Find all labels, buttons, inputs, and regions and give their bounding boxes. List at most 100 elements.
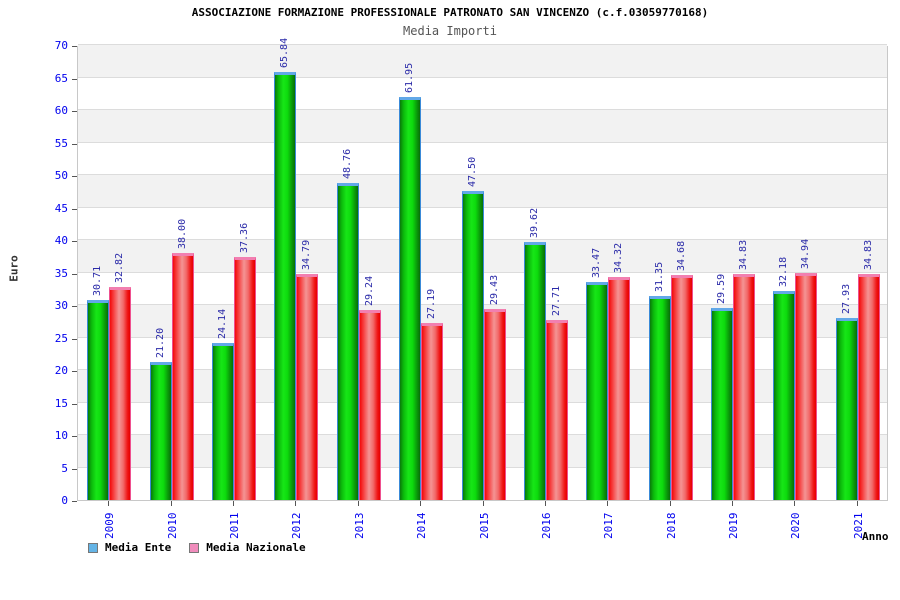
bar-value-label: 38.00: [176, 218, 188, 249]
bar-value-label: 27.93: [840, 284, 852, 315]
bar-media-ente: [711, 307, 734, 500]
x-axis-tick-label: 2020: [789, 512, 803, 540]
y-axis-tick-mark: [72, 338, 77, 340]
bar-media-ente: [274, 72, 297, 500]
x-axis-tick-label: 2011: [227, 512, 241, 540]
legend-item[interactable]: Media Ente: [88, 541, 171, 554]
bar-value-label: 27.19: [426, 289, 438, 320]
bar-media-nazionale: [296, 273, 319, 500]
x-axis-tick-label: 2009: [103, 512, 117, 540]
grid-line: [78, 141, 887, 143]
y-axis-tick-mark: [72, 403, 77, 405]
y-axis-tick-label: 20: [54, 364, 68, 377]
legend-item[interactable]: Media Nazionale: [189, 541, 306, 554]
y-axis-tick-mark: [72, 143, 77, 145]
bar-media-ente: [648, 296, 671, 500]
y-axis-tick-label: 50: [54, 169, 68, 182]
x-axis-tick-mark: [295, 501, 297, 506]
y-axis-tick-label: 40: [54, 234, 68, 247]
x-axis-tick-label: 2021: [851, 512, 865, 540]
y-axis-tick-mark: [72, 241, 77, 242]
bar-value-label: 37.36: [238, 223, 250, 254]
bar-media-ente: [835, 318, 858, 500]
bar-value-label: 27.71: [550, 285, 562, 316]
y-axis-tick-label: 65: [54, 71, 68, 85]
y-axis-tick-label: 10: [54, 429, 68, 442]
x-axis-tick-mark: [607, 501, 609, 506]
bar-value-label: 39.62: [528, 208, 540, 239]
bar-value-label: 24.14: [216, 308, 228, 340]
x-axis-tick-label: 2013: [352, 512, 366, 540]
bar-value-label: 32.82: [114, 252, 126, 283]
bar-media-nazionale: [171, 253, 194, 500]
bar-value-label: 61.95: [404, 63, 416, 94]
y-axis-tick-label: 0: [61, 494, 68, 507]
y-axis-tick-label: 70: [54, 39, 68, 52]
x-axis-tick-mark: [544, 501, 546, 506]
y-axis-tick-label: 25: [54, 331, 68, 345]
bar-media-ente: [773, 290, 796, 500]
legend-swatch-icon: [189, 542, 200, 553]
bar-media-nazionale: [857, 273, 880, 500]
grid-line: [78, 174, 887, 175]
x-axis-tick-mark: [357, 501, 359, 506]
y-axis-tick-label: 30: [54, 299, 68, 312]
y-axis-tick-mark: [72, 306, 77, 307]
y-axis-tick-mark: [72, 501, 77, 502]
x-axis-tick-label: 2018: [664, 512, 678, 540]
y-axis-tick-label: 35: [54, 266, 68, 280]
x-axis-tick-label: 2010: [165, 512, 179, 540]
bar-media-ente: [523, 242, 546, 500]
grid-band: [78, 110, 887, 143]
bar-value-label: 31.35: [653, 262, 665, 293]
bar-media-nazionale: [421, 323, 444, 500]
grid-band: [78, 45, 887, 78]
y-axis-tick-label: 60: [54, 104, 68, 117]
bar-value-label: 34.79: [301, 239, 313, 270]
bar-media-nazionale: [795, 272, 818, 500]
y-axis-title: Euro: [7, 255, 21, 282]
bar-value-label: 34.32: [613, 242, 625, 273]
grid-line: [78, 44, 887, 45]
y-axis-tick-mark: [72, 208, 77, 210]
bar-value-label: 34.68: [675, 240, 687, 271]
x-axis-tick-mark: [732, 501, 734, 506]
x-axis-tick-label: 2012: [290, 512, 304, 540]
bar-media-ente: [87, 300, 110, 500]
y-axis-tick-mark: [72, 468, 77, 470]
bar-value-label: 34.83: [738, 239, 750, 270]
bar-value-label: 48.76: [341, 148, 353, 180]
bar-value-label: 30.71: [92, 266, 104, 297]
y-axis-tick-label: 55: [54, 136, 68, 150]
bar-media-nazionale: [608, 276, 631, 500]
chart-legend: Media Ente Media Nazionale: [88, 541, 306, 554]
x-axis-tick-label: 2015: [477, 512, 491, 540]
y-axis-tick-mark: [72, 78, 77, 80]
x-axis-tick-mark: [420, 501, 422, 506]
bar-media-nazionale: [483, 308, 506, 500]
bar-media-ente: [461, 191, 484, 500]
y-axis-tick-mark: [72, 46, 77, 47]
chart-subtitle: Media Importi: [403, 24, 497, 38]
y-axis-tick-label: 15: [54, 396, 68, 410]
x-axis-tick-mark: [794, 501, 796, 506]
y-axis-tick-mark: [72, 176, 77, 177]
y-axis-tick-label: 5: [61, 461, 68, 475]
bar-media-ente: [399, 97, 422, 500]
y-axis-tick-mark: [72, 273, 77, 275]
bar-media-ente: [149, 362, 172, 500]
x-axis-tick-mark: [482, 501, 484, 506]
y-axis-tick-mark: [72, 371, 77, 372]
bar-media-nazionale: [545, 319, 568, 500]
bar-media-nazionale: [733, 273, 756, 500]
chart-title: ASSOCIAZIONE FORMAZIONE PROFESSIONALE PA…: [191, 6, 709, 19]
bar-media-ente: [336, 183, 359, 500]
bar-value-label: 34.94: [800, 238, 812, 269]
x-axis-tick-label: 2016: [539, 512, 553, 540]
x-axis-title: Anno: [862, 530, 889, 543]
bar-media-ente: [211, 343, 234, 500]
bar-value-label: 32.18: [778, 256, 790, 287]
grid-line: [78, 76, 887, 78]
bar-value-label: 65.84: [279, 37, 291, 69]
